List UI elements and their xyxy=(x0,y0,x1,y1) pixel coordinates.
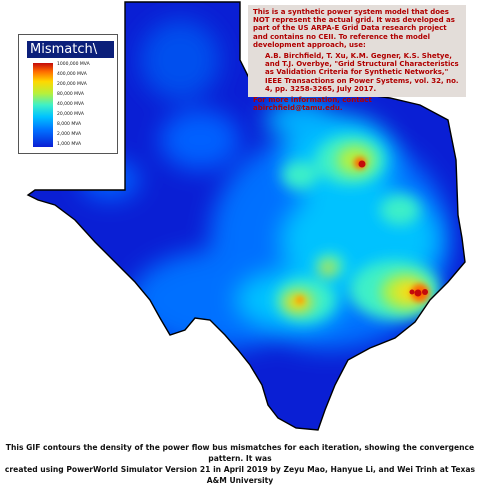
legend-label: 80,000 MVA xyxy=(57,92,84,97)
legend: Mismatch\ 1000,000 MVA 400,000 MVA 200,0… xyxy=(18,34,118,154)
legend-label: 2,000 MVA xyxy=(57,132,82,137)
legend-label: 40,000 MVA xyxy=(57,102,84,107)
legend-label: 20,000 MVA xyxy=(57,112,84,117)
disclaimer-box: This is a synthetic power system model t… xyxy=(248,5,466,112)
legend-color-bar xyxy=(33,63,53,147)
caption: This GIF contours the density of the pow… xyxy=(0,442,480,486)
disclaimer-contact: For more information, contact abirchfiel… xyxy=(253,96,372,113)
caption-line-1: This GIF contours the density of the pow… xyxy=(5,443,475,463)
caption-line-2: created using PowerWorld Simulator Versi… xyxy=(4,465,476,485)
disclaimer-intro: This is a synthetic power system model t… xyxy=(253,8,455,49)
legend-label: 1,000 MVA xyxy=(57,142,82,147)
texas-outline xyxy=(26,1,466,431)
legend-label: 400,000 MVA xyxy=(57,72,87,77)
legend-label: 8,000 MVA xyxy=(57,122,82,127)
legend-label: 200,000 MVA xyxy=(57,82,87,87)
legend-title: Mismatch\ xyxy=(27,41,114,58)
disclaimer-citation: A.B. Birchfield, T. Xu, K.M. Gegner, K.S… xyxy=(265,52,459,93)
hotspot-cores xyxy=(358,160,428,297)
legend-label: 1000,000 MVA xyxy=(57,62,90,67)
